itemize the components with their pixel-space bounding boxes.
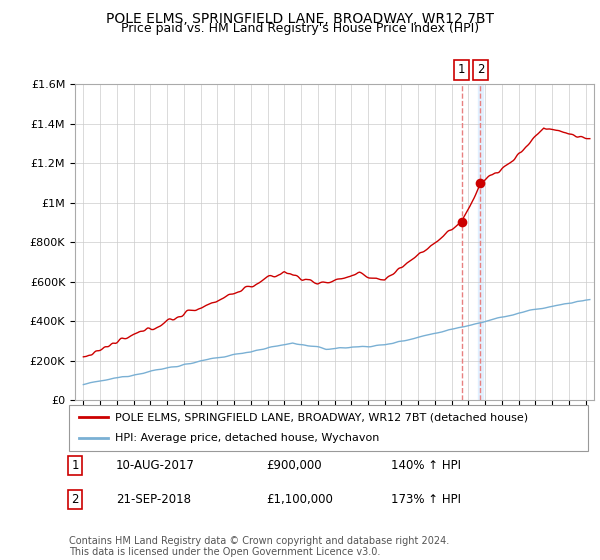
- FancyBboxPatch shape: [69, 405, 588, 451]
- Text: 21-SEP-2018: 21-SEP-2018: [116, 493, 191, 506]
- Text: £900,000: £900,000: [266, 459, 322, 472]
- Text: POLE ELMS, SPRINGFIELD LANE, BROADWAY, WR12 7BT (detached house): POLE ELMS, SPRINGFIELD LANE, BROADWAY, W…: [115, 412, 528, 422]
- Text: 1: 1: [458, 63, 466, 76]
- Text: 1: 1: [71, 459, 79, 472]
- Text: £1,100,000: £1,100,000: [266, 493, 333, 506]
- Text: 2: 2: [71, 493, 79, 506]
- Bar: [478, 84, 483, 400]
- Text: 173% ↑ HPI: 173% ↑ HPI: [391, 493, 461, 506]
- Text: 10-AUG-2017: 10-AUG-2017: [116, 459, 194, 472]
- Text: Contains HM Land Registry data © Crown copyright and database right 2024.
This d: Contains HM Land Registry data © Crown c…: [69, 535, 449, 557]
- Text: 2: 2: [477, 63, 484, 76]
- Text: POLE ELMS, SPRINGFIELD LANE, BROADWAY, WR12 7BT: POLE ELMS, SPRINGFIELD LANE, BROADWAY, W…: [106, 12, 494, 26]
- Text: HPI: Average price, detached house, Wychavon: HPI: Average price, detached house, Wych…: [115, 433, 379, 444]
- Text: Price paid vs. HM Land Registry's House Price Index (HPI): Price paid vs. HM Land Registry's House …: [121, 22, 479, 35]
- Text: 140% ↑ HPI: 140% ↑ HPI: [391, 459, 461, 472]
